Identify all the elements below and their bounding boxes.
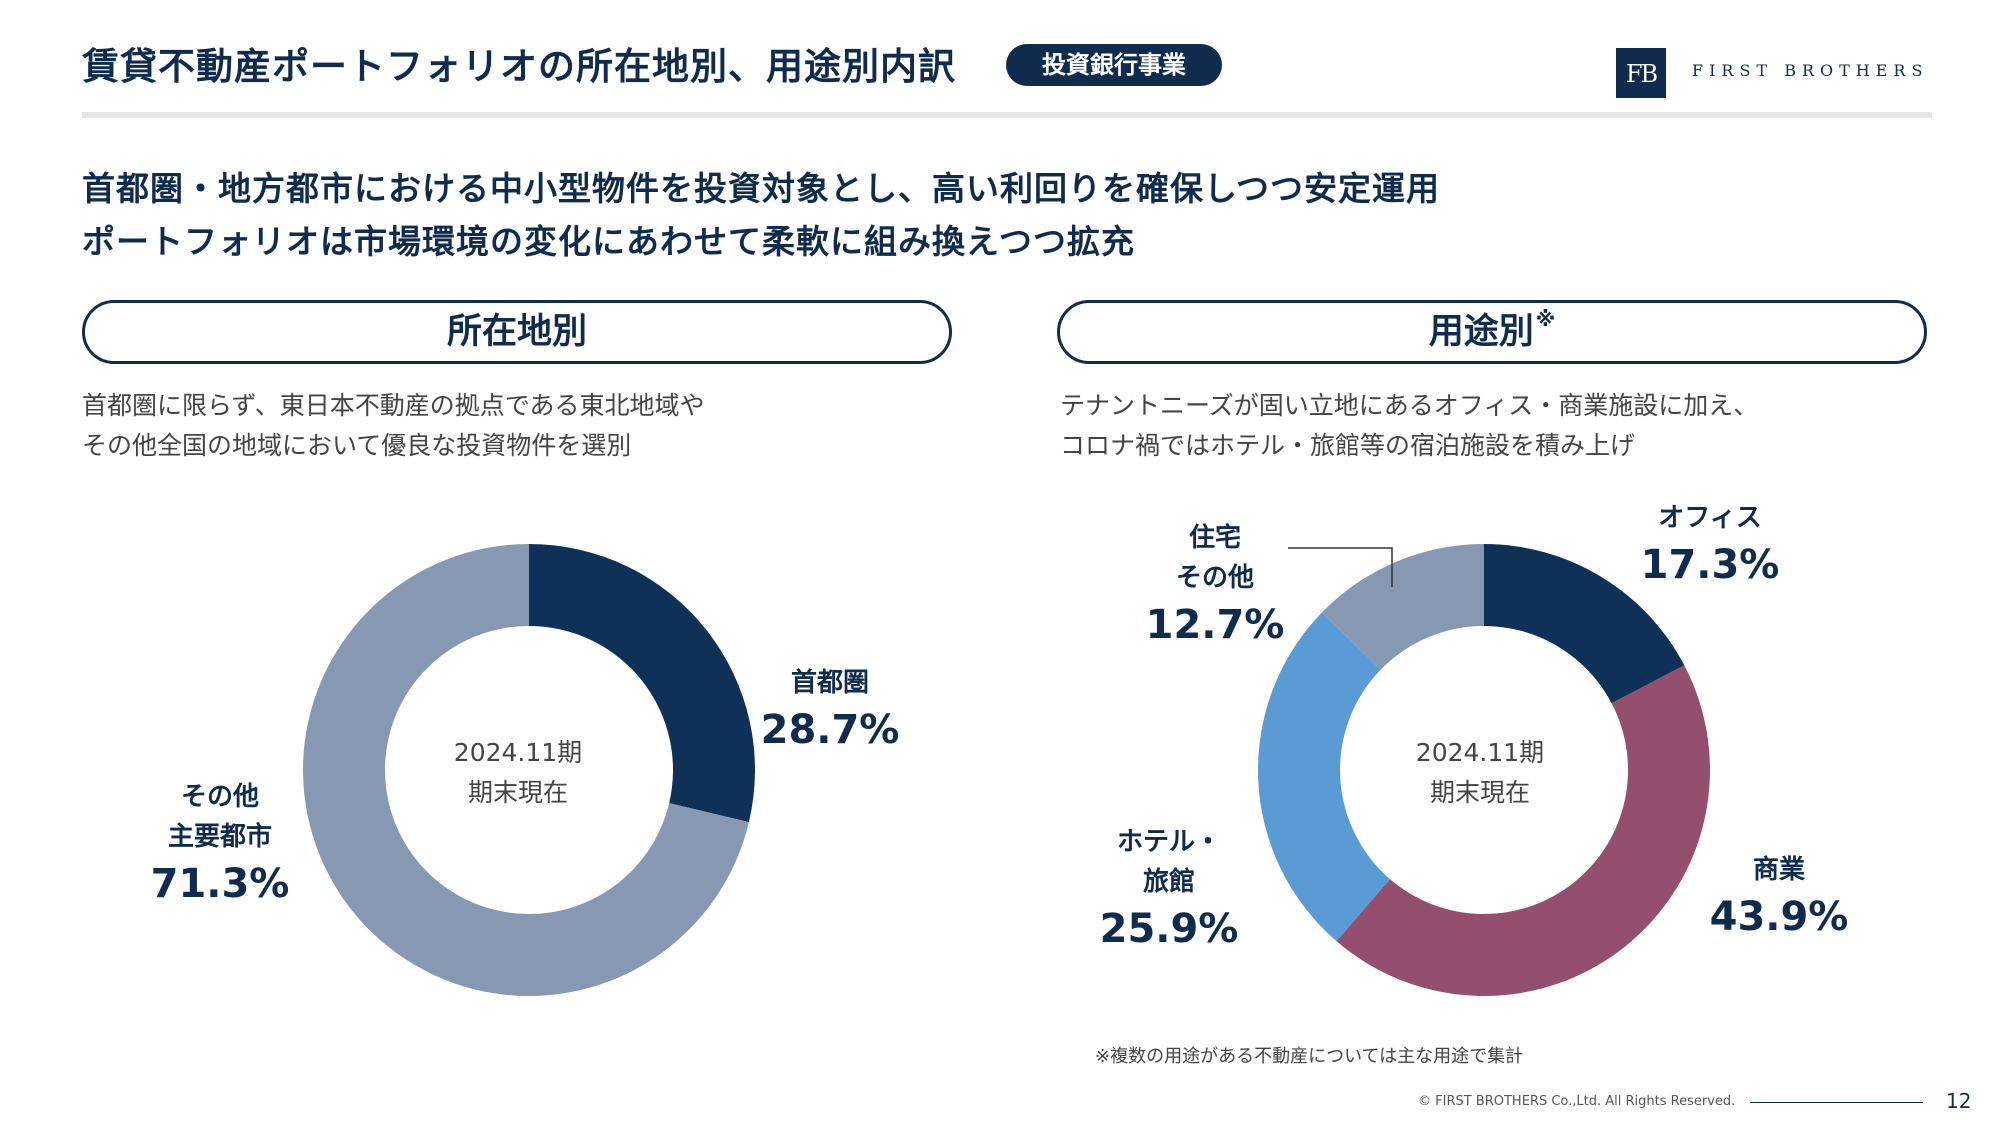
usage-donut-chart: 2024.11期 期末現在 オフィス 17.3% 商業 43.9% ホテル・旅館 25.9… — [1100, 503, 1849, 996]
logo-mark: FB — [1616, 48, 1666, 98]
copyright: © FIRST BROTHERS Co.,Ltd. All Rights Res… — [1418, 1094, 1736, 1109]
usage-center-text-1: 2024.11期 — [1416, 738, 1544, 767]
slice-tokyo-area — [529, 544, 755, 823]
slice-hotel-ryokan — [1257, 612, 1390, 942]
logo-text: FIRST BROTHERS — [1692, 61, 1929, 80]
slice-hotel-ryokan-value: 25.9% — [1100, 906, 1239, 952]
section-title-usage: 用途別 ※ — [1057, 300, 1927, 364]
usage-description-line-1: テナントニーズが固い立地にあるオフィス・商業施設に加え、 — [1060, 391, 1759, 420]
location-center-text-2: 期末現在 — [468, 778, 568, 807]
slice-office-label: オフィス — [1658, 503, 1761, 533]
slice-hotel-ryokan-label-1: ホテル・ — [1117, 827, 1221, 857]
title-divider — [82, 112, 1932, 118]
footer-divider — [1750, 1102, 1923, 1103]
slice-commercial — [1336, 665, 1710, 996]
slice-tokyo-area-label: 首都圏 — [791, 667, 869, 698]
location-description-line-2: その他全国の地域において優良な投資物件を選別 — [82, 431, 632, 460]
slice-hotel-ryokan-label-2: 旅館 — [1143, 866, 1195, 897]
slice-other-major-cities-label-1: その他 — [181, 782, 259, 812]
headline-line-1: 首都圏・地方都市における中小型物件を投資対象とし、高い利回りを確保しつつ安定運用 — [82, 169, 1441, 208]
slice-commercial-value: 43.9% — [1710, 894, 1849, 940]
slice-office-value: 17.3% — [1641, 542, 1780, 588]
logo-mark-letters: FB — [1626, 60, 1658, 88]
usage-description: テナントニーズが固い立地にあるオフィス・商業施設に加え、 コロナ禍ではホテル・旅… — [1060, 386, 1758, 466]
slice-office — [1484, 544, 1685, 704]
slice-residential-other-label-1: 住宅 — [1189, 522, 1241, 553]
page-number: 12 — [1946, 1089, 1972, 1113]
section-title-location-text: 所在地別 — [446, 312, 587, 352]
location-description: 首都圏に限らず、東日本不動産の拠点である東北地域や その他全国の地域において優良… — [82, 386, 705, 466]
slice-tokyo-area-value: 28.7% — [761, 707, 900, 753]
slice-other-major-cities-label-2: 主要都市 — [168, 821, 272, 852]
usage-center-text-2: 期末現在 — [1430, 778, 1530, 807]
usage-description-line-2: コロナ禍ではホテル・旅館等の宿泊施設を積み上げ — [1060, 431, 1636, 460]
slice-other-major-cities-value: 71.3% — [151, 861, 290, 907]
segment-badge: 投資銀行事業 — [1006, 44, 1222, 86]
headline-line-2: ポートフォリオは市場環境の変化にあわせて柔軟に組み換えつつ拡充 — [82, 222, 1136, 261]
residential-leader-line — [1288, 547, 1393, 587]
slice-residential-other-value: 12.7% — [1146, 602, 1285, 648]
section-title-location: 所在地別 — [82, 300, 952, 364]
slice-residential-other — [1321, 544, 1484, 670]
location-center-text-1: 2024.11期 — [454, 738, 582, 767]
section-title-usage-mark: ※ — [1535, 307, 1556, 331]
location-description-line-1: 首都圏に限らず、東日本不動産の拠点である東北地域や — [82, 391, 705, 420]
section-title-usage-text: 用途別 — [1428, 312, 1534, 352]
page-title: 賃貸不動産ポートフォリオの所在地別、用途別内訳 — [82, 45, 956, 88]
footnote: ※複数の用途がある不動産については主な用途で集計 — [1095, 1046, 1524, 1067]
slice-residential-other-label-2: その他 — [1176, 563, 1254, 593]
slice-other-major-cities — [302, 544, 749, 996]
slice-commercial-label: 商業 — [1753, 854, 1805, 885]
